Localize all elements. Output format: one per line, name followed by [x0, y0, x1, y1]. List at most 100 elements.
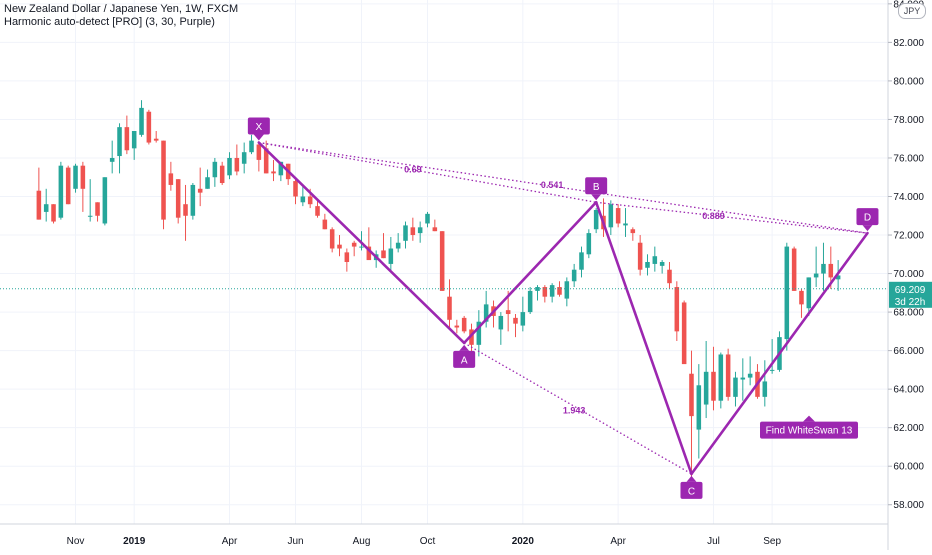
candle-body	[271, 171, 276, 174]
candle-body	[95, 202, 100, 216]
candle-body	[146, 111, 152, 143]
candle-body	[791, 248, 797, 291]
candle-body	[366, 246, 372, 261]
candle-body	[256, 144, 262, 160]
point-marker-x	[247, 117, 270, 135]
pattern-leg-ab	[462, 200, 598, 345]
point-label: A	[461, 355, 468, 366]
pattern-ratio-line-xd	[258, 141, 868, 234]
candle-body	[43, 204, 49, 212]
candle-body	[447, 296, 452, 320]
candle-body	[586, 233, 592, 255]
candle-body	[58, 165, 64, 218]
candle-body	[674, 287, 680, 332]
candle-body	[109, 157, 115, 162]
price-tick-label: 78.000	[893, 115, 924, 126]
candle-body	[696, 385, 702, 430]
time-tick-label: 2020	[512, 536, 535, 547]
candle-body	[322, 219, 328, 230]
candle-body	[36, 190, 42, 220]
pattern-leg-cd	[690, 231, 869, 476]
candle-body	[263, 148, 269, 174]
candle-body	[117, 127, 122, 157]
candle-body	[821, 263, 826, 274]
annotation-label: Find WhiteSwan 13	[766, 426, 853, 437]
candle-body	[461, 317, 467, 332]
price-tick-label: 62.000	[893, 423, 924, 434]
candle-body	[300, 196, 306, 203]
candle-body	[80, 165, 86, 189]
candle-body	[813, 273, 819, 278]
candle-body	[542, 287, 548, 297]
currency-badge[interactable]: JPY	[898, 3, 926, 19]
candle-body	[168, 173, 174, 185]
candle-body	[410, 227, 416, 236]
candle-body	[652, 256, 658, 264]
candle-body	[689, 373, 694, 417]
candle-body	[762, 381, 768, 397]
time-tick-label: Jul	[707, 536, 720, 547]
candle-body	[769, 369, 775, 371]
candle-body	[293, 181, 298, 197]
candle-body	[659, 262, 665, 266]
candle-body	[505, 310, 511, 315]
point-pointer	[862, 225, 873, 232]
candle-body	[733, 377, 738, 397]
candle-body	[227, 157, 232, 176]
price-axis-bg[interactable]	[888, 0, 932, 550]
candle-body	[439, 231, 445, 291]
point-label: D	[864, 213, 871, 224]
point-marker-d	[856, 208, 879, 226]
candle-body	[344, 252, 350, 262]
price-tick-label: 60.000	[893, 462, 924, 473]
candle-body	[351, 242, 357, 247]
candle-body	[718, 354, 724, 401]
candle-body	[234, 157, 240, 172]
harmonic-pattern: 0.69 0.541 0.889 1.943 X A B C D Find WhiteSwan 1…	[247, 117, 879, 499]
time-tick-label: Nov	[67, 536, 85, 547]
pattern-leg-bc	[594, 200, 693, 476]
candle-body	[615, 208, 621, 224]
candle-body	[476, 321, 482, 345]
pattern-ratio-line-xb	[258, 141, 597, 203]
candle-body	[102, 177, 108, 224]
candle-body	[623, 223, 628, 226]
candle-body	[469, 329, 474, 345]
candle-body	[593, 209, 599, 230]
candle-body	[183, 204, 188, 216]
candle-body	[190, 184, 196, 216]
candle-body	[65, 167, 71, 205]
candle-body	[681, 302, 687, 365]
price-tick-label: 80.000	[893, 76, 924, 87]
candle-body	[329, 229, 335, 249]
time-axis: Nov 2019 Apr Jun Aug Oct 2020 Apr Jul Sep	[67, 536, 782, 547]
price-tick-label: 70.000	[893, 269, 924, 280]
candle-body	[161, 140, 166, 220]
candle-body	[212, 161, 218, 178]
price-tick-label: 68.000	[893, 308, 924, 319]
candle-body	[579, 252, 584, 270]
point-label: B	[593, 182, 600, 193]
last-price-label: 69.209	[895, 285, 926, 296]
candle-body	[806, 277, 812, 309]
candle-body	[425, 213, 430, 224]
pattern-leg-xa	[257, 141, 466, 345]
candle-body	[87, 215, 93, 217]
candle-body	[557, 287, 562, 295]
time-tick-label: Apr	[610, 536, 626, 547]
candle-body	[725, 354, 731, 397]
candle-body	[241, 152, 247, 164]
time-tick-label: Jun	[287, 536, 303, 547]
price-tick-label: 72.000	[893, 231, 924, 242]
candles	[36, 100, 841, 480]
candle-body	[197, 188, 203, 193]
price-tick-label: 58.000	[893, 500, 924, 511]
candle-body	[513, 317, 518, 324]
price-tick-label: 82.000	[893, 38, 924, 49]
candle-body	[153, 138, 159, 141]
candle-body	[395, 242, 401, 249]
candle-body	[608, 204, 614, 228]
candle-body	[51, 204, 56, 222]
